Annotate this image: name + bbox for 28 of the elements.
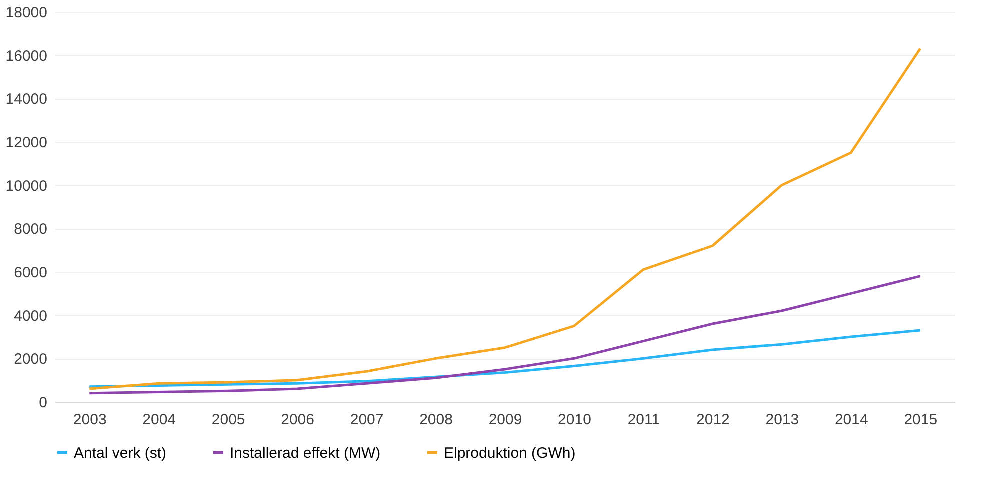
x-tick-label: 2004	[142, 412, 176, 428]
x-tick-label: 2015	[904, 412, 938, 428]
legend-label: Antal verk (st)	[74, 444, 167, 462]
x-tick-label: 2003	[73, 412, 107, 428]
legend-label: Installerad effekt (MW)	[230, 444, 381, 462]
y-tick-label: 8000	[14, 221, 48, 238]
x-tick-label: 2005	[212, 412, 246, 428]
legend-label: Elproduktion (GWh)	[444, 444, 576, 462]
x-tick-label: 2013	[766, 412, 800, 428]
line-series	[88, 48, 922, 390]
y-tick-label: 6000	[14, 264, 48, 282]
y-tick-label: 14000	[6, 91, 48, 108]
y-tick-label: 12000	[6, 134, 48, 152]
x-tick-label: 2009	[488, 412, 522, 428]
y-tick-label: 16000	[6, 48, 48, 65]
y-tick-label: 2000	[14, 351, 48, 368]
x-tick-label: 2011	[628, 412, 660, 428]
x-tick-label: 2010	[558, 412, 592, 428]
line-series	[88, 275, 922, 395]
x-tick-label: 2014	[834, 412, 868, 428]
y-tick-label: 18000	[6, 4, 48, 22]
x-tick-label: 2008	[420, 412, 453, 428]
x-tick-label: 2012	[696, 412, 730, 428]
x-tick-label: 2006	[281, 412, 314, 428]
y-tick-label: 0	[39, 394, 48, 412]
y-tick-label: 10000	[6, 178, 48, 195]
y-tick-label: 4000	[14, 308, 48, 325]
x-tick-label: 2007	[350, 412, 384, 428]
